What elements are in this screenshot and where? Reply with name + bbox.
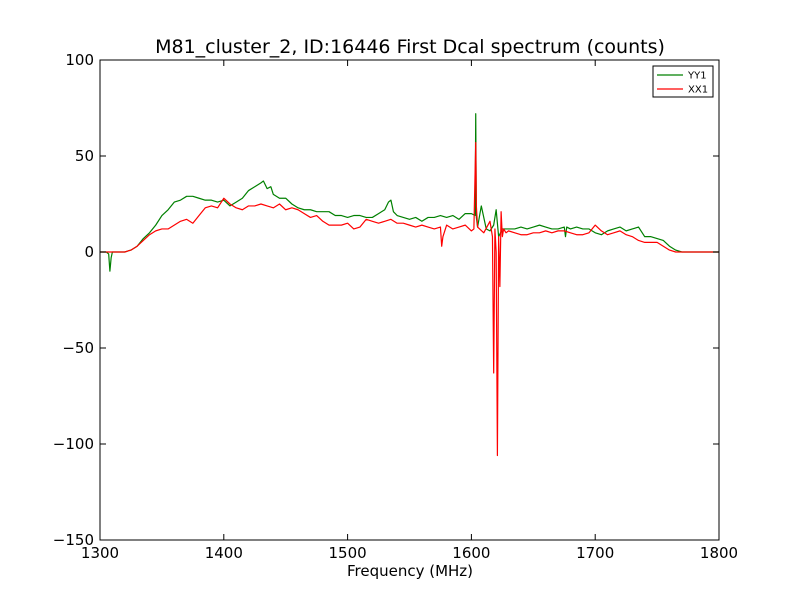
x-axis-label: Frequency (MHz) [347, 562, 473, 580]
x-tick-label: 1700 [576, 544, 614, 562]
y-tick-label: 0 [84, 243, 94, 261]
y-tick-label: −50 [62, 339, 94, 357]
y-tick-label: 50 [75, 147, 94, 165]
x-tick-label: 1600 [452, 544, 490, 562]
x-tick-label: 1400 [205, 544, 243, 562]
series-layer [100, 113, 719, 457]
chart-title: M81_cluster_2, ID:16446 First Dcal spect… [155, 36, 665, 58]
y-tick-label: −150 [53, 531, 94, 549]
legend-label-yy1: YY1 [687, 71, 707, 82]
series-line-yy1 [100, 113, 719, 272]
tick-layer: 1300 1400 1500 1600 1700 1800 −150 −100 −50 0 50 10… [53, 51, 738, 562]
plot-background [100, 60, 719, 540]
y-tick-label: −100 [53, 435, 94, 453]
series-line-xx1 [100, 141, 719, 457]
x-tick-label: 1500 [329, 544, 367, 562]
plot-frame [99, 59, 720, 541]
x-tick-label: 1800 [700, 544, 738, 562]
legend-frame [652, 65, 714, 98]
y-tick-label: 100 [65, 51, 94, 69]
legend-label-xx1: XX1 [688, 85, 708, 96]
x-tick-label: 1300 [81, 544, 119, 562]
